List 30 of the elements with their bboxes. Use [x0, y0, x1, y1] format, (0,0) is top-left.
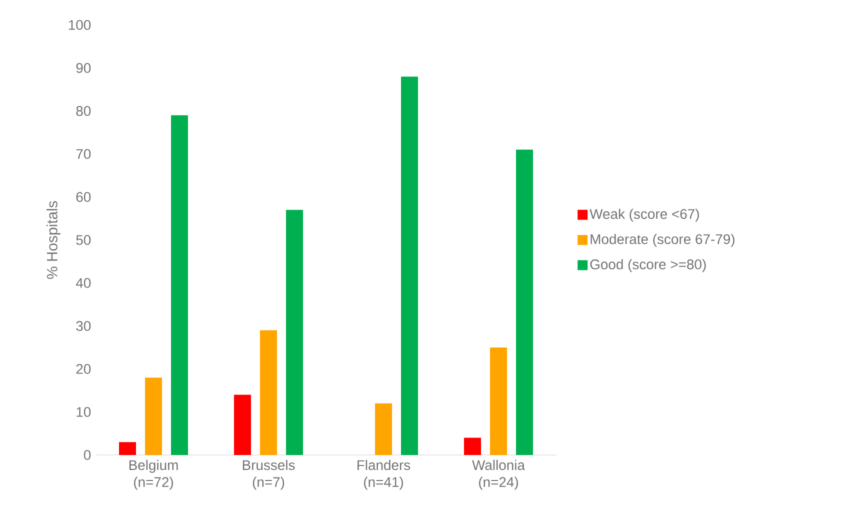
x-tick-label: Belgium (n=72) — [129, 460, 178, 490]
bar — [145, 378, 162, 455]
bar — [464, 438, 482, 455]
x-tick-label: Brussels (n=7) — [242, 460, 295, 490]
y-tick-label: 20 — [76, 364, 91, 374]
y-tick-label: 30 — [76, 321, 91, 331]
legend-label: Moderate (score 67-79) — [590, 234, 734, 247]
bar — [119, 442, 136, 455]
y-tick-label: 100 — [68, 20, 91, 30]
bar — [234, 394, 252, 455]
bar — [401, 76, 418, 455]
y-tick-label: 0 — [84, 450, 91, 460]
y-tick-label: 40 — [76, 278, 91, 288]
y-tick-label: 70 — [76, 149, 91, 159]
bar — [171, 115, 188, 455]
bar — [516, 150, 534, 455]
bar — [375, 403, 392, 455]
x-tick-label: Wallonia (n=24) — [472, 460, 525, 490]
y-tick-label: 60 — [76, 192, 91, 202]
y-tick-label: 80 — [76, 106, 91, 116]
bar — [260, 330, 278, 455]
y-tick-label: 90 — [76, 63, 91, 73]
legend-label: Good (score >=80) — [590, 259, 706, 272]
y-axis-title: % Hospitals — [46, 201, 60, 279]
y-tick-label: 50 — [76, 235, 91, 245]
legend-label: Weak (score <67) — [590, 208, 699, 222]
x-tick-label: Flanders (n=41) — [358, 460, 410, 490]
bar — [286, 210, 304, 455]
y-tick-label: 10 — [76, 407, 91, 417]
bar — [490, 347, 508, 455]
